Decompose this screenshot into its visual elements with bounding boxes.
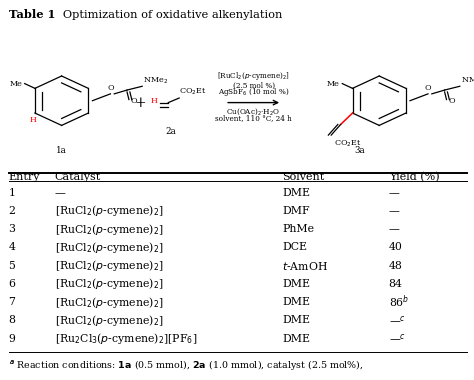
Text: DME: DME <box>282 315 310 325</box>
Text: 40: 40 <box>389 242 402 252</box>
Text: O: O <box>425 84 431 92</box>
Text: Cu(OAc)$_2$·H$_2$O: Cu(OAc)$_2$·H$_2$O <box>227 106 281 117</box>
Text: [RuCl$_2$($p$-cymene)$_2$]: [RuCl$_2$($p$-cymene)$_2$] <box>55 222 163 237</box>
Text: $^{a}$: $^{a}$ <box>9 358 14 367</box>
Text: DCE: DCE <box>282 242 307 252</box>
Text: 86$^{b}$: 86$^{b}$ <box>389 294 409 310</box>
Text: $^{a}$ Reaction conditions: $\mathbf{1a}$ (0.5 mmol), $\mathbf{2a}$ (1.0 mmol), : $^{a}$ Reaction conditions: $\mathbf{1a}… <box>9 358 363 372</box>
Text: CO$_2$Et: CO$_2$Et <box>334 139 361 149</box>
Text: (2.5 mol %): (2.5 mol %) <box>233 82 274 90</box>
Text: —: — <box>389 188 400 198</box>
Text: H: H <box>29 116 36 124</box>
Text: NMe$_2$: NMe$_2$ <box>461 75 474 86</box>
Text: [RuCl$_2$($p$-cymene)$_2$]: [RuCl$_2$($p$-cymene)$_2$] <box>55 258 163 273</box>
Text: NMe$_2$: NMe$_2$ <box>143 75 168 86</box>
Text: —: — <box>55 188 65 198</box>
Text: Entry: Entry <box>9 172 40 182</box>
Text: [RuCl$_2$($p$-cymene)$_2$]: [RuCl$_2$($p$-cymene)$_2$] <box>55 240 163 255</box>
Text: Catalyst: Catalyst <box>55 172 101 182</box>
Text: CO$_2$Et: CO$_2$Et <box>179 86 207 97</box>
Text: 48: 48 <box>389 261 402 271</box>
Text: 1a: 1a <box>56 146 67 155</box>
Text: Table 1: Table 1 <box>9 10 55 21</box>
Text: DME: DME <box>282 188 310 198</box>
Text: Cu(OAc)$_2$·H$_2$O (1.0 mmol), solvent (3.0 mL); isolated yields. $^{b}$ Under a: Cu(OAc)$_2$·H$_2$O (1.0 mmol), solvent (… <box>9 379 357 380</box>
Text: PhMe: PhMe <box>282 224 314 234</box>
Text: AgSbF$_6$ (10 mol %): AgSbF$_6$ (10 mol %) <box>218 86 290 98</box>
Text: —$^{c}$: —$^{c}$ <box>389 315 406 325</box>
Text: 6: 6 <box>9 279 16 289</box>
Text: [RuCl$_2$($p$-cymene)$_2$]: [RuCl$_2$($p$-cymene)$_2$] <box>55 276 163 291</box>
Text: DME: DME <box>282 297 310 307</box>
Text: 2: 2 <box>9 206 16 216</box>
Text: [RuCl$_2$($p$-cymene)$_2$]: [RuCl$_2$($p$-cymene)$_2$] <box>55 313 163 328</box>
Text: 7: 7 <box>9 297 16 307</box>
Text: 84: 84 <box>389 279 402 289</box>
Text: Solvent: Solvent <box>282 172 324 182</box>
Text: DME: DME <box>282 334 310 344</box>
Text: [RuCl$_2$($p$-cymene)$_2$]: [RuCl$_2$($p$-cymene)$_2$] <box>55 294 163 310</box>
Text: $t$-AmOH: $t$-AmOH <box>282 260 328 272</box>
Text: 3a: 3a <box>355 146 365 155</box>
Text: [RuCl$_2$($p$-cymene)$_2$]: [RuCl$_2$($p$-cymene)$_2$] <box>217 70 290 82</box>
Text: H: H <box>151 97 157 105</box>
Text: [RuCl$_2$($p$-cymene)$_2$]: [RuCl$_2$($p$-cymene)$_2$] <box>55 203 163 218</box>
Text: Me: Me <box>327 79 340 88</box>
Text: 2a: 2a <box>165 127 176 136</box>
Text: 4: 4 <box>9 242 16 252</box>
Text: O: O <box>131 97 137 105</box>
Text: 5: 5 <box>9 261 16 271</box>
Text: Yield (%): Yield (%) <box>389 172 439 182</box>
Text: Me: Me <box>9 79 22 88</box>
Text: 9: 9 <box>9 334 16 344</box>
Text: 3: 3 <box>9 224 16 234</box>
Text: —: — <box>389 206 400 216</box>
Text: [Ru$_2$Cl$_3$($p$-cymene)$_2$][PF$_6$]: [Ru$_2$Cl$_3$($p$-cymene)$_2$][PF$_6$] <box>55 331 197 346</box>
Text: —: — <box>389 224 400 234</box>
Text: 1: 1 <box>9 188 16 198</box>
Text: +: + <box>134 96 146 109</box>
Text: O: O <box>107 84 114 92</box>
Text: O: O <box>448 97 455 105</box>
Text: —$^{c}$: —$^{c}$ <box>389 334 406 344</box>
Text: Optimization of oxidative alkenylation: Optimization of oxidative alkenylation <box>52 10 283 19</box>
Text: DMF: DMF <box>282 206 310 216</box>
Text: solvent, 110 °C, 24 h: solvent, 110 °C, 24 h <box>215 114 292 122</box>
Text: 8: 8 <box>9 315 16 325</box>
Text: DME: DME <box>282 279 310 289</box>
